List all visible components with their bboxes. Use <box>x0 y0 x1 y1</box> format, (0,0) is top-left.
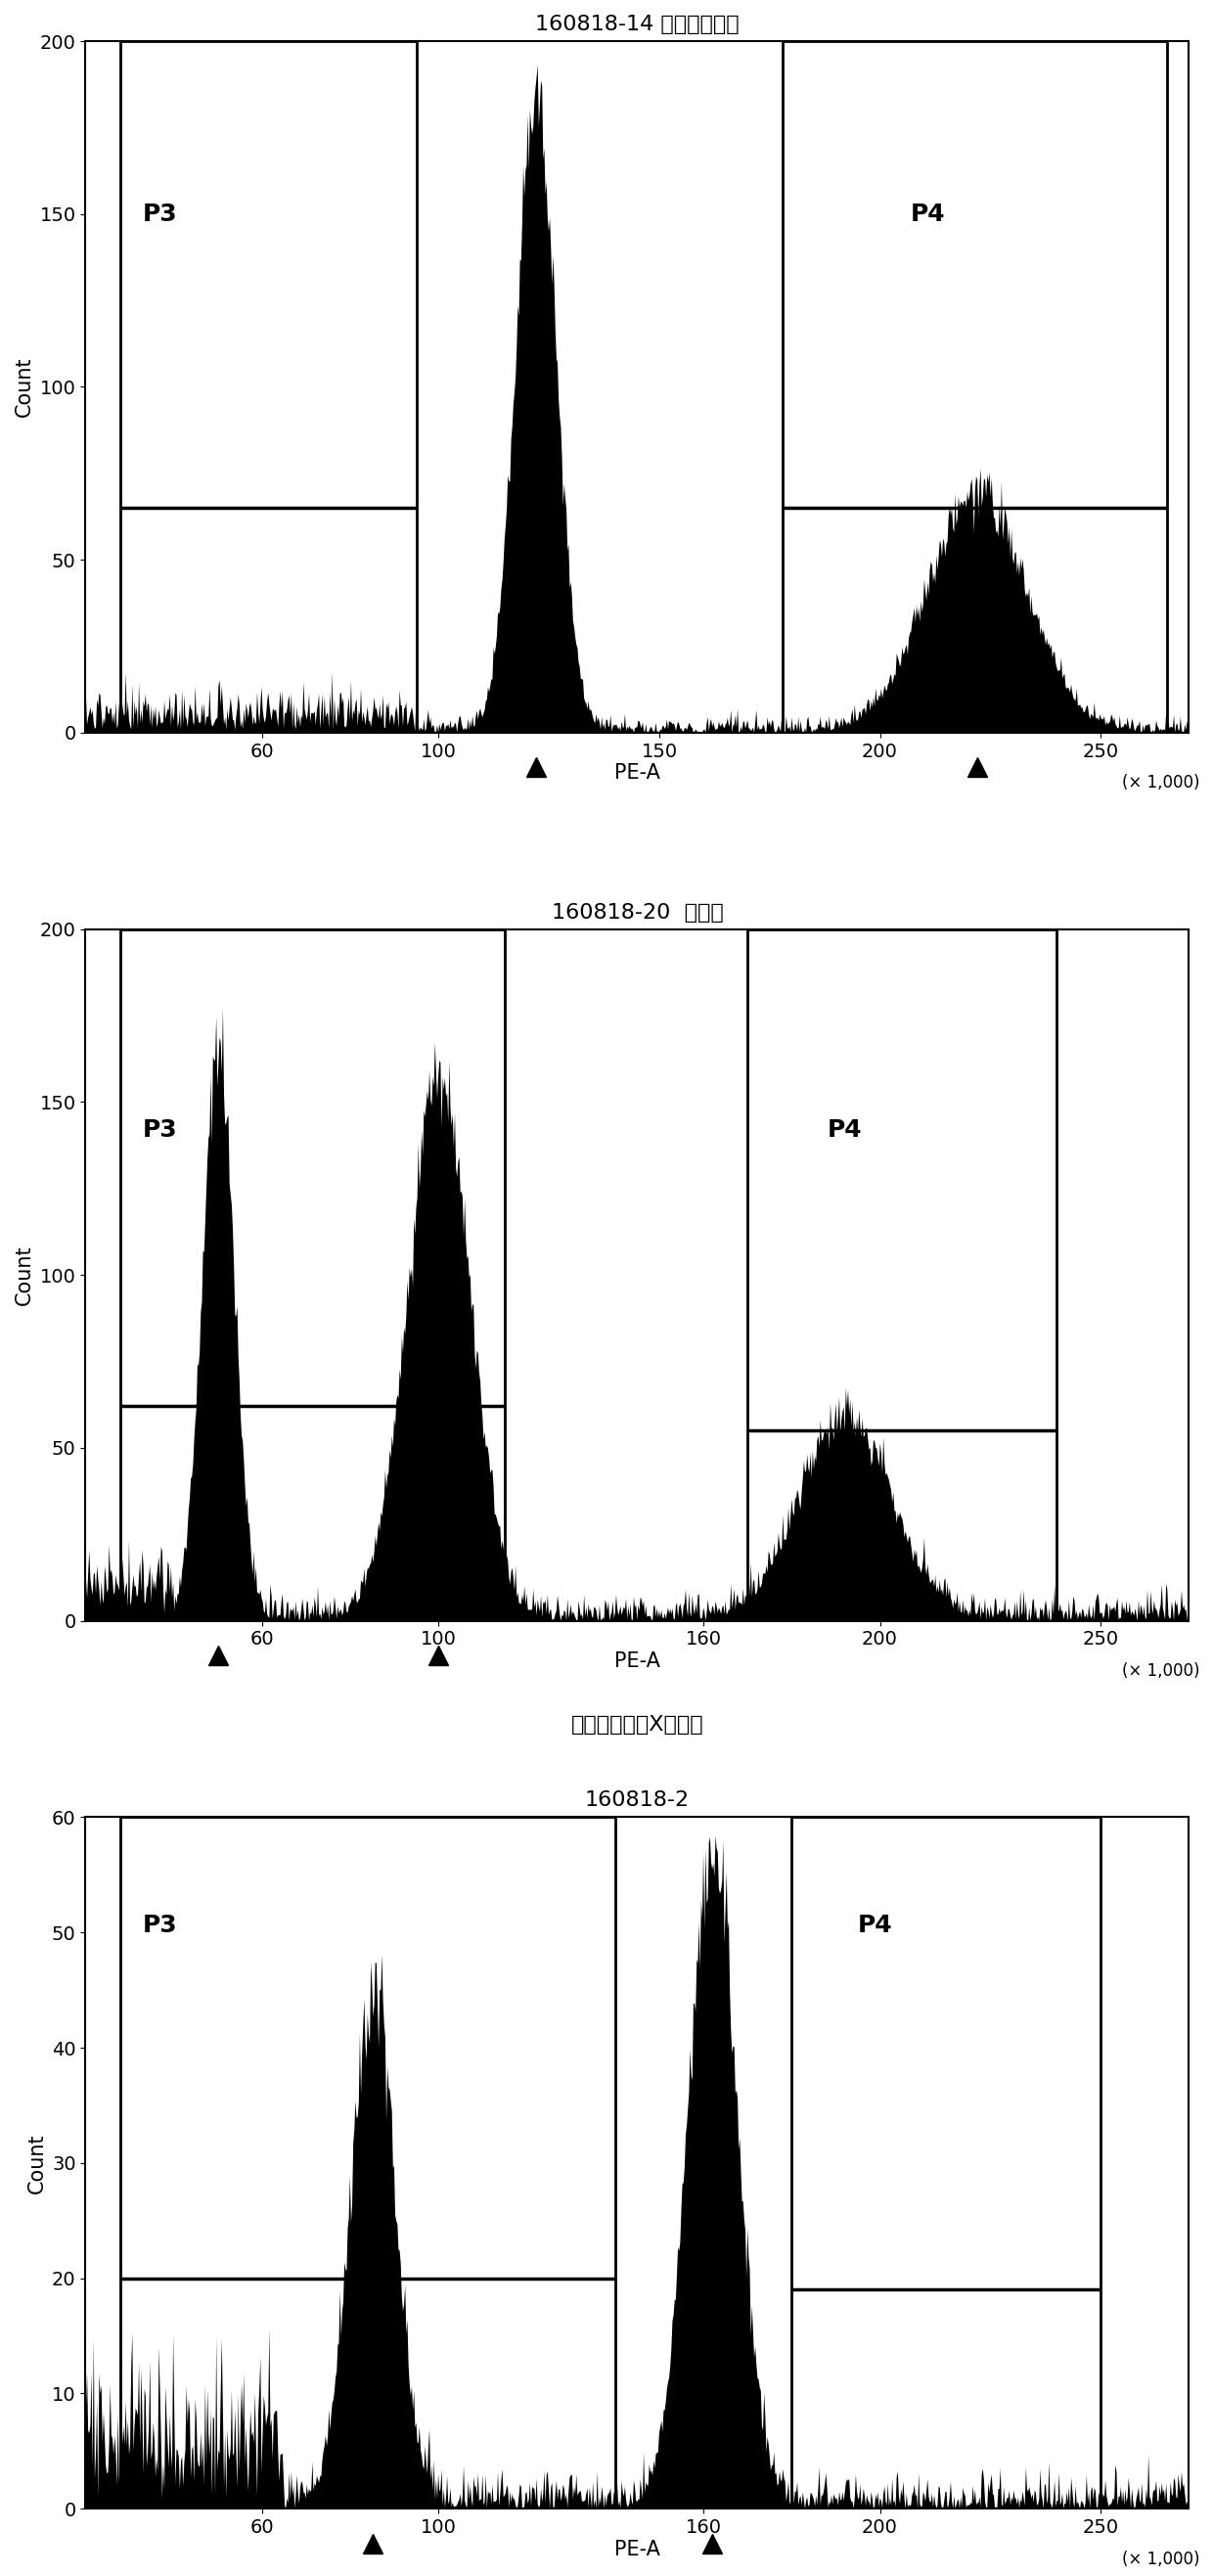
Text: P3: P3 <box>143 1914 178 1937</box>
Text: P4: P4 <box>858 1914 893 1937</box>
Title: 160818-14 埃塞俄比亚芥: 160818-14 埃塞俄比亚芥 <box>535 15 739 33</box>
Title: 160818-2: 160818-2 <box>585 1790 690 1811</box>
Y-axis label: Count: Count <box>27 2133 46 2192</box>
Bar <box>121 930 505 1620</box>
Bar <box>747 930 1057 1620</box>
X-axis label: PE-A: PE-A <box>614 1651 660 1672</box>
Title: 160818-20  小白菜: 160818-20 小白菜 <box>551 902 723 922</box>
Text: P4: P4 <box>827 1118 862 1141</box>
Text: P3: P3 <box>143 1118 178 1141</box>
Y-axis label: Count: Count <box>15 358 34 417</box>
Bar <box>121 1816 615 2509</box>
Text: (× 1,000): (× 1,000) <box>1122 775 1200 791</box>
X-axis label: PE-A: PE-A <box>614 762 660 783</box>
X-axis label: PE-A: PE-A <box>614 2540 660 2558</box>
Text: (× 1,000): (× 1,000) <box>1122 2550 1200 2568</box>
Text: 埃塞俄比亚芥X小白菜: 埃塞俄比亚芥X小白菜 <box>571 1716 704 1734</box>
Bar <box>121 41 416 732</box>
Text: P3: P3 <box>143 204 178 227</box>
Text: P4: P4 <box>911 204 946 227</box>
Y-axis label: Count: Count <box>15 1244 34 1306</box>
Text: (× 1,000): (× 1,000) <box>1122 1662 1200 1680</box>
Bar <box>782 41 1167 732</box>
Bar <box>792 1816 1100 2509</box>
